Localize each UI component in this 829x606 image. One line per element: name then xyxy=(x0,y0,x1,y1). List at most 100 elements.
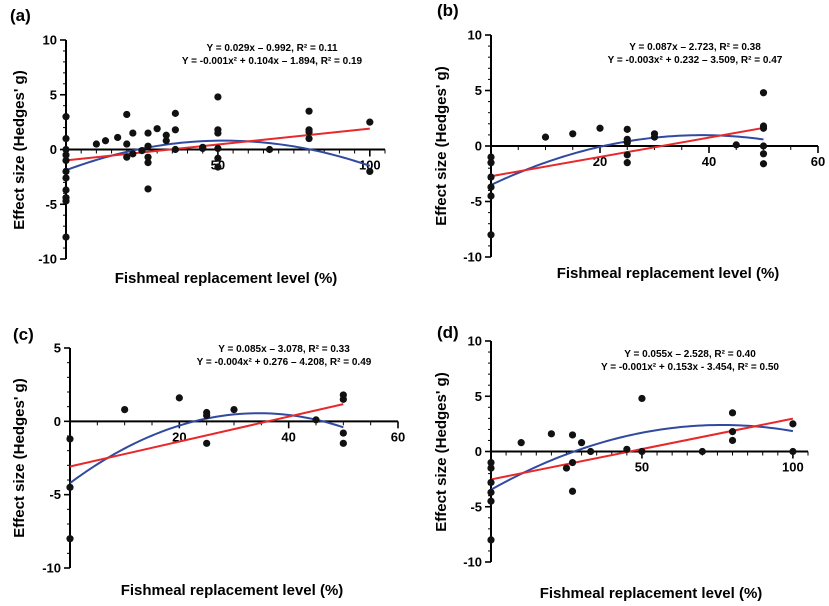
y-tick-label: -10 xyxy=(463,250,482,265)
y-tick-label: -5 xyxy=(49,487,61,502)
x-tick-label: 50 xyxy=(635,460,649,475)
data-point xyxy=(366,167,374,175)
linear-equation: Y = 0.055x – 2.528, R² = 0.40 xyxy=(624,349,756,360)
x-tick-label: 40 xyxy=(702,154,716,169)
linear-fit-line xyxy=(69,403,344,468)
panel-label: (b) xyxy=(437,1,459,20)
data-point xyxy=(144,153,152,161)
x-axis-title: Fishmeal replacement level (%) xyxy=(557,265,780,282)
data-point xyxy=(66,435,74,443)
data-point xyxy=(547,430,555,438)
data-point xyxy=(698,447,706,456)
data-point xyxy=(138,146,146,155)
y-tick-label: 5 xyxy=(50,87,57,102)
chart-panel-d: (d) -10 -5 0 5 10 50 100 Y = 0.055x – 2.528, R² … xyxy=(433,323,809,602)
data-point xyxy=(144,185,152,193)
y-axis-title: Effect size (Hedges' g) xyxy=(11,70,28,229)
panel-label: (a) xyxy=(10,6,31,25)
data-point xyxy=(129,150,137,158)
data-point xyxy=(568,487,577,495)
panel-label: (d) xyxy=(437,323,459,342)
y-tick-label: -5 xyxy=(45,197,57,212)
data-point xyxy=(728,436,737,445)
data-point xyxy=(487,183,495,191)
y-axis-title: Effect size (Hedges' g) xyxy=(433,372,450,531)
data-point xyxy=(175,394,183,402)
data-point xyxy=(214,93,222,101)
data-point xyxy=(487,153,495,161)
y-tick-label: 0 xyxy=(475,444,482,459)
x-tick-label: 60 xyxy=(811,154,825,169)
data-point xyxy=(123,153,131,161)
data-point xyxy=(62,233,70,241)
data-point xyxy=(121,406,129,414)
y-tick-label: 0 xyxy=(54,414,61,429)
data-point xyxy=(568,431,577,439)
x-tick-label: 60 xyxy=(391,429,405,444)
data-point xyxy=(62,145,70,154)
data-point xyxy=(623,139,631,147)
data-point xyxy=(728,428,737,436)
data-point xyxy=(62,197,70,205)
y-tick-label: -10 xyxy=(42,561,61,576)
data-point xyxy=(487,464,495,472)
data-point xyxy=(199,143,207,151)
data-point xyxy=(487,192,495,200)
data-point xyxy=(789,447,797,456)
x-axis-title: Fishmeal replacement level (%) xyxy=(540,585,763,602)
data-point xyxy=(305,128,313,136)
data-point xyxy=(62,134,70,143)
y-tick-label: 10 xyxy=(468,334,482,349)
data-point xyxy=(568,458,577,467)
quadratic-equation: Y = -0.003x² + 0.232 – 3.509, R² = 0.47 xyxy=(608,55,783,66)
data-point xyxy=(62,113,70,121)
data-point xyxy=(569,130,577,138)
y-tick-label: 10 xyxy=(43,33,57,48)
data-point xyxy=(487,458,495,467)
data-point xyxy=(487,497,495,505)
data-point xyxy=(638,447,646,456)
data-point xyxy=(517,439,525,447)
data-point xyxy=(203,439,211,447)
data-point xyxy=(144,142,152,150)
data-point xyxy=(66,535,74,543)
linear-equation: Y = 0.085x – 3.078, R² = 0.33 xyxy=(218,344,350,355)
data-point xyxy=(265,145,274,154)
data-point xyxy=(171,109,179,117)
data-point xyxy=(101,137,110,145)
data-point xyxy=(339,429,347,437)
data-point xyxy=(541,133,550,141)
data-point xyxy=(339,439,347,447)
data-point xyxy=(789,420,797,428)
data-point xyxy=(171,126,179,134)
y-tick-label: -10 xyxy=(38,252,57,267)
data-point xyxy=(759,150,768,158)
quadratic-equation: Y = -0.001x² + 0.104x – 1.894, R² = 0.19 xyxy=(182,56,363,67)
data-point xyxy=(366,118,374,126)
linear-fit-line xyxy=(65,127,370,162)
data-point xyxy=(230,406,238,414)
data-point xyxy=(732,141,740,149)
y-tick-label: -5 xyxy=(470,194,482,209)
data-point xyxy=(487,231,495,239)
y-tick-label: -5 xyxy=(470,499,482,514)
y-tick-label: 5 xyxy=(475,389,482,404)
data-point xyxy=(214,154,222,162)
data-point xyxy=(312,416,320,424)
data-point xyxy=(339,395,347,403)
data-point xyxy=(728,409,737,417)
data-point xyxy=(214,144,222,153)
linear-equation: Y = 0.029x – 0.992, R² = 0.11 xyxy=(206,43,337,54)
data-point xyxy=(305,107,313,115)
data-point xyxy=(587,447,595,456)
data-point xyxy=(623,159,631,167)
data-point xyxy=(62,167,70,175)
y-tick-label: 0 xyxy=(475,139,482,154)
y-tick-label: 5 xyxy=(475,83,482,98)
data-point xyxy=(487,536,495,544)
quadratic-equation: Y = -0.001x² + 0.153x - 3.454, R² = 0.50 xyxy=(601,362,779,373)
